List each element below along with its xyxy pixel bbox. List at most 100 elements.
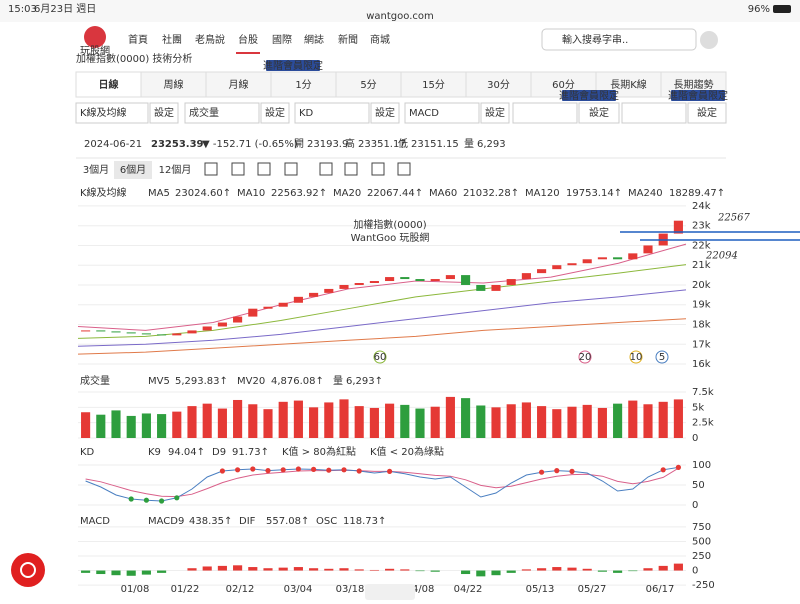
volume-bar	[613, 403, 623, 438]
legend-name: MA20	[333, 188, 361, 199]
badge-text: 進階會員限定	[668, 89, 728, 102]
date: 6月23日 週日	[34, 3, 96, 15]
candle	[354, 283, 364, 285]
kd-dot	[143, 497, 149, 503]
osc-bar	[126, 570, 136, 576]
legend-name: MA60	[429, 188, 457, 199]
setting-label: 設定	[265, 106, 285, 119]
signal	[373, 350, 387, 364]
legend-value: 5,293.83↑	[175, 376, 228, 387]
setting-button[interactable]	[578, 102, 620, 124]
candle	[385, 277, 395, 282]
setting-button[interactable]	[370, 102, 400, 124]
nav-item[interactable]: 新聞	[338, 33, 358, 46]
setting-button[interactable]	[480, 102, 510, 124]
nav-item[interactable]: 網誌	[304, 33, 324, 46]
legend-value: 438.35↑	[189, 516, 232, 527]
setting-button[interactable]	[149, 102, 179, 124]
y-tick-label: 17k	[692, 339, 711, 350]
kd-line	[85, 466, 679, 502]
signal-label: 5	[659, 352, 665, 363]
y-tick-label: 100	[692, 460, 711, 471]
setting-button[interactable]	[687, 102, 727, 124]
tool-icon[interactable]	[344, 162, 358, 176]
kd-dot	[219, 468, 225, 474]
y-tick-label: 23k	[692, 221, 711, 232]
tab-label: 長期K線	[610, 78, 647, 91]
tool-icon[interactable]	[371, 162, 385, 176]
osc-bar	[491, 570, 501, 576]
tab[interactable]	[140, 71, 207, 98]
legend-value: 19753.14↑	[566, 188, 622, 199]
quote-label: 開	[294, 138, 304, 150]
candle	[111, 331, 121, 333]
tool-icon[interactable]	[204, 162, 218, 176]
candle	[461, 275, 471, 285]
y-tick-label: 5k	[692, 402, 704, 413]
select-box[interactable]	[404, 102, 480, 124]
tab[interactable]	[400, 71, 467, 98]
osc-bar	[309, 568, 319, 571]
tool-icon[interactable]	[284, 162, 298, 176]
volume-bar	[172, 411, 182, 438]
nav-item[interactable]: 國際	[272, 34, 292, 46]
kd-dot	[265, 468, 271, 474]
select-box[interactable]	[621, 102, 687, 124]
y-tick-label: 7.5k	[692, 387, 714, 398]
tool-icon[interactable]	[231, 162, 245, 176]
signal-label: 20	[579, 352, 592, 363]
volume-bar	[339, 399, 349, 438]
osc-bar	[263, 568, 273, 571]
range-label: 6個月	[120, 163, 146, 176]
candle	[613, 257, 623, 260]
osc-bar	[369, 569, 379, 571]
volume-bar	[430, 406, 440, 438]
setting-button[interactable]	[260, 102, 290, 124]
tab-label: 1分	[295, 79, 311, 91]
volume-bar	[293, 400, 303, 438]
candle	[157, 334, 167, 336]
tool-icon[interactable]	[257, 162, 271, 176]
range-button[interactable]	[80, 161, 112, 179]
nav-item[interactable]: 社團	[162, 33, 182, 46]
quote-value: 23151.15	[411, 139, 459, 150]
volume-bar	[552, 409, 562, 438]
nav-item[interactable]: 老鳥說	[195, 33, 225, 46]
avatar[interactable]	[700, 31, 718, 49]
candle	[521, 273, 531, 280]
legend-name: MACD9	[148, 516, 184, 527]
osc-bar	[643, 568, 653, 571]
nav-item[interactable]: 台股	[238, 33, 258, 46]
osc-bar	[293, 567, 303, 571]
search-box[interactable]	[541, 28, 697, 51]
legend-name: 量	[333, 375, 343, 387]
nav-item[interactable]: 商城	[370, 33, 390, 46]
tab[interactable]	[270, 71, 337, 98]
y-tick-label: 2.5k	[692, 418, 714, 429]
candle	[172, 333, 182, 336]
candle	[248, 308, 258, 317]
tool-icon[interactable]	[319, 162, 333, 176]
candle	[217, 322, 227, 327]
range-button[interactable]	[114, 161, 152, 179]
select-box[interactable]	[512, 102, 578, 124]
select-box[interactable]	[294, 102, 370, 124]
legend-name: MA10	[237, 188, 265, 199]
osc-bar	[81, 570, 91, 573]
nav-item[interactable]: 首頁	[128, 33, 148, 46]
tool-icon[interactable]	[397, 162, 411, 176]
select-box[interactable]	[75, 102, 149, 124]
volume-bar	[658, 401, 668, 438]
y-tick-label: 500	[692, 536, 711, 547]
chat-button[interactable]	[11, 553, 45, 587]
volume-bar	[385, 403, 395, 438]
y-tick-label: 50	[692, 480, 705, 491]
y-tick-label: 18k	[692, 320, 711, 331]
select-box[interactable]	[184, 102, 260, 124]
range-button[interactable]	[156, 161, 194, 179]
volume-bar	[111, 410, 121, 438]
osc-bar	[187, 568, 197, 571]
quote-date: 2024-06-21	[84, 139, 142, 150]
volume-bar	[628, 400, 638, 438]
